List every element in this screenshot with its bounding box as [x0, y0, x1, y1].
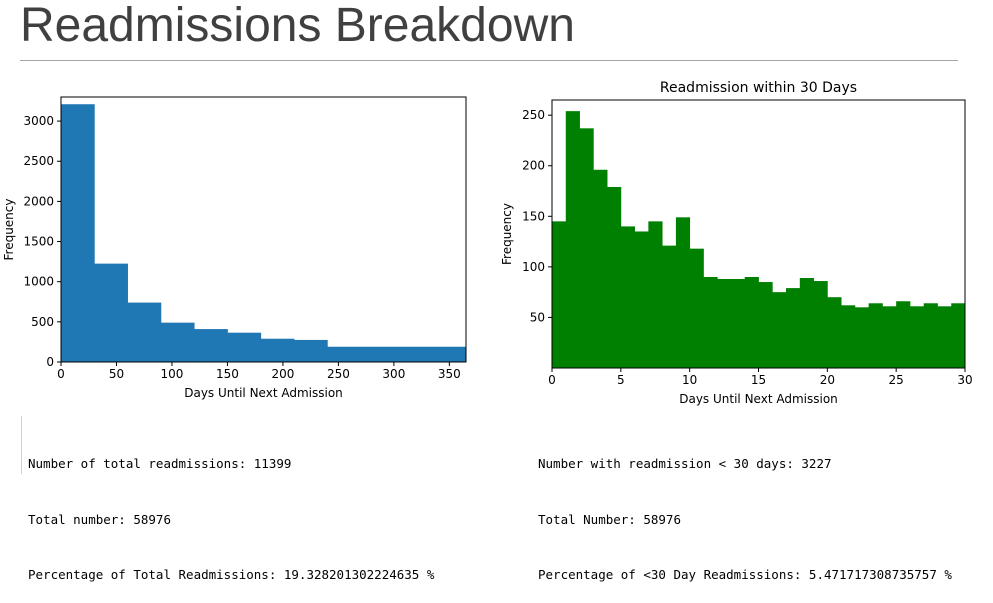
histogram-bar: [648, 221, 663, 368]
histogram-bar: [744, 276, 759, 368]
output-right: Number with readmission < 30 days: 3227 …: [538, 418, 952, 603]
y-tick-label: 0: [46, 355, 54, 369]
histogram-bar: [360, 346, 395, 362]
x-axis-label: Days Until Next Admission: [679, 392, 838, 406]
histogram-bar: [662, 245, 677, 368]
histogram-bar: [799, 277, 814, 368]
histogram-bar: [607, 186, 622, 368]
histogram-bar: [675, 217, 691, 368]
histogram-readmission-within-30-days: 0 5 10 15 20 25 30 50 100 150 200 250 Days Until Nex…: [500, 80, 973, 406]
y-tick-label: 250: [522, 108, 545, 122]
histogram-bar: [620, 226, 635, 368]
histogram-bar: [772, 292, 787, 368]
x-tick-label: 300: [382, 367, 405, 381]
histogram-bar: [393, 346, 428, 362]
x-tick-label: 20: [820, 373, 835, 387]
histogram-bar: [579, 128, 594, 368]
output-left-line2: Total number: 58976: [28, 511, 171, 527]
histogram-bar: [868, 303, 883, 368]
y-axis-label: Frequency: [500, 203, 514, 265]
histogram-bar: [689, 248, 704, 368]
x-tick-label: 0: [57, 367, 65, 381]
output-left: Number of total readmissions: 11399 Tota…: [28, 418, 434, 603]
histogram-bar: [786, 288, 801, 368]
y-tick-label: 1500: [23, 235, 54, 249]
x-tick-label: 25: [889, 373, 904, 387]
y-tick-label: 200: [522, 159, 545, 173]
x-axis-label: Days Until Next Admission: [184, 386, 343, 400]
histogram-bar: [565, 111, 580, 369]
histogram-bar: [427, 346, 467, 362]
y-tick-label: 2500: [23, 154, 54, 168]
histogram-days-until-next-admission: 0 50 100 150 200 250 300 350 0 500 1000 1500 2000 250…: [2, 96, 467, 400]
histogram-bar: [260, 338, 295, 362]
histogram-bar: [909, 306, 925, 368]
histogram-bar: [951, 303, 966, 368]
x-tick-label: 100: [161, 367, 184, 381]
plot-frame: [60, 96, 467, 363]
y-tick-label: 1000: [23, 275, 54, 289]
y-tick-label: 100: [522, 260, 545, 274]
x-tick-label: 250: [327, 367, 350, 381]
y-tick-label: 3000: [23, 114, 54, 128]
histogram-bar: [127, 302, 162, 362]
histogram-bar: [758, 282, 773, 368]
title-divider: [20, 60, 958, 61]
x-tick-label: 150: [216, 367, 239, 381]
x-tick-label: 0: [548, 373, 556, 387]
output-right-line2: Total Number: 58976: [538, 511, 681, 527]
x-tick-label: 30: [957, 373, 972, 387]
x-tick-label: 10: [682, 373, 697, 387]
histogram-bar: [813, 281, 828, 368]
histogram-bar: [94, 263, 128, 362]
output-right-line1: Number with readmission < 30 days: 3227: [538, 456, 832, 471]
y-tick-label: 500: [31, 315, 54, 329]
histogram-bar: [294, 339, 328, 362]
y-axis-label: Frequency: [2, 199, 16, 261]
histogram-bar: [552, 221, 567, 368]
histogram-bar: [896, 301, 911, 368]
output-left-line3: Percentage of Total Readmissions: 19.328…: [28, 567, 435, 582]
x-tick-label: 5: [617, 373, 625, 387]
histogram-bar: [841, 305, 856, 368]
output-left-line1: Number of total readmissions: 11399: [28, 456, 292, 471]
y-tick-label: 2000: [23, 194, 54, 208]
output-gutter-left: [21, 416, 22, 474]
histogram-bar: [194, 329, 228, 362]
page-title: Readmissions Breakdown: [20, 0, 575, 52]
histogram-bar: [827, 297, 842, 368]
histogram-bar: [160, 322, 195, 362]
x-tick-label: 15: [751, 373, 766, 387]
chart-title: Readmission within 30 Days: [660, 80, 857, 96]
histogram-bar: [717, 279, 732, 368]
histogram-bar: [703, 276, 718, 368]
x-tick-label: 50: [109, 367, 124, 381]
y-tick-label: 50: [530, 310, 545, 324]
y-tick-label: 150: [522, 209, 545, 223]
histogram-bar: [227, 332, 262, 362]
histogram-bar: [730, 279, 746, 368]
x-tick-label: 350: [438, 367, 461, 381]
histogram-bar: [61, 104, 95, 363]
histogram-bar: [593, 169, 608, 368]
x-tick-label: 200: [271, 367, 294, 381]
histogram-bar: [854, 307, 870, 368]
histogram-bar: [937, 306, 952, 368]
output-right-line3: Percentage of <30 Day Readmissions: 5.47…: [538, 567, 952, 582]
histogram-bar: [882, 306, 897, 368]
histogram-bar: [327, 346, 361, 362]
histogram-bar: [634, 231, 649, 368]
histogram-bar: [923, 303, 938, 368]
